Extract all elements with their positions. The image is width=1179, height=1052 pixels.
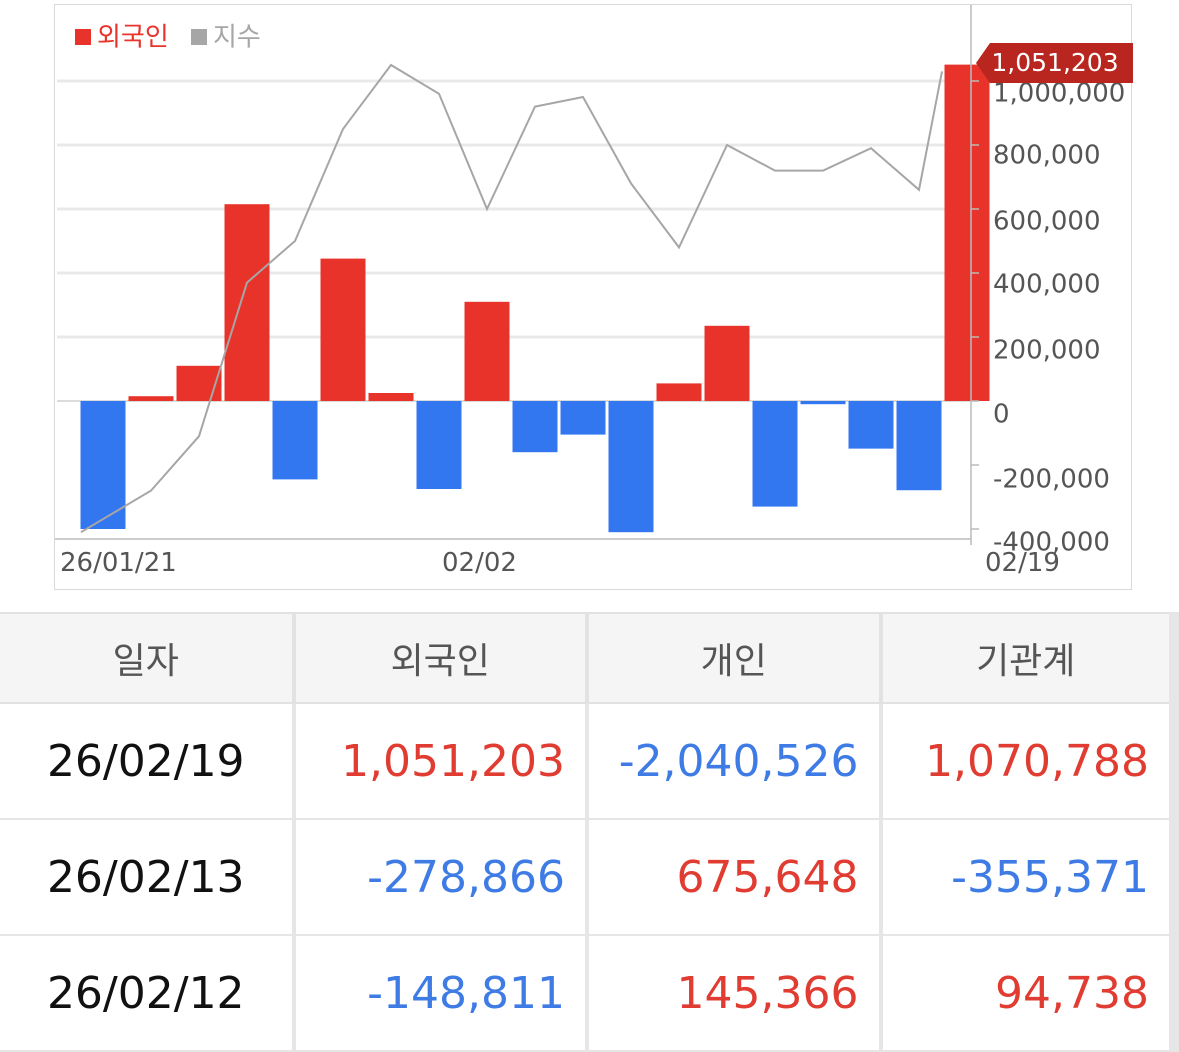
legend-swatch bbox=[75, 29, 91, 45]
bar bbox=[608, 401, 654, 533]
y-tick-label: 0 bbox=[993, 400, 1010, 430]
cell-foreign: -148,811 bbox=[293, 935, 589, 1052]
header-individual: 개인 bbox=[587, 612, 883, 704]
x-tick-label: 02/02 bbox=[442, 548, 517, 578]
legend-label: 외국인 bbox=[97, 23, 169, 53]
bar bbox=[896, 401, 942, 491]
cell-date: 26/02/13 bbox=[0, 819, 296, 936]
table-row[interactable]: 26/02/12 -148,811 145,366 94,738 bbox=[0, 935, 1179, 1052]
chart-canvas: 1,000,000 800,000 600,000 400,000 200,000 0 -2… bbox=[55, 5, 1133, 578]
x-tick-label: 26/01/21 bbox=[60, 548, 177, 578]
cell-foreign: 1,051,203 bbox=[293, 703, 589, 820]
header-institution: 기관계 bbox=[880, 612, 1179, 704]
header-date: 일자 bbox=[0, 612, 296, 704]
bar bbox=[704, 325, 750, 401]
y-tick-label: 800,000 bbox=[993, 141, 1101, 171]
bar bbox=[368, 393, 414, 401]
table-header-row: 일자 외국인 개인 기관계 bbox=[0, 612, 1179, 704]
bar bbox=[944, 64, 990, 401]
latest-value-callout bbox=[976, 43, 1133, 83]
chart-legend: 외국인 지수 bbox=[75, 23, 261, 53]
y-tick-label: 1,000,000 bbox=[993, 79, 1125, 109]
bar bbox=[752, 401, 798, 507]
bar bbox=[512, 401, 558, 453]
y-tick-label: 200,000 bbox=[993, 336, 1101, 366]
table-row[interactable]: 26/02/13 -278,866 675,648 -355,371 bbox=[0, 819, 1179, 936]
bar bbox=[464, 301, 510, 401]
header-foreign: 외국인 bbox=[293, 612, 589, 704]
y-tick-label: -200,000 bbox=[993, 465, 1110, 495]
x-tick-label: 02/19 bbox=[985, 548, 1060, 578]
bar bbox=[80, 401, 126, 529]
cell-individual: 145,366 bbox=[587, 935, 883, 1052]
y-tick-label: -400,000 bbox=[993, 528, 1110, 558]
bar bbox=[128, 396, 174, 401]
index-line bbox=[80, 63, 943, 534]
bar bbox=[800, 401, 846, 405]
bar bbox=[416, 401, 462, 489]
cell-institution: -355,371 bbox=[880, 819, 1179, 936]
bar bbox=[848, 401, 894, 449]
cell-date: 26/02/19 bbox=[0, 703, 296, 820]
cell-institution: 1,070,788 bbox=[880, 703, 1179, 820]
bar bbox=[560, 401, 606, 435]
cell-date: 26/02/12 bbox=[0, 935, 296, 1052]
cell-individual: 675,648 bbox=[587, 819, 883, 936]
bar bbox=[176, 365, 222, 401]
cell-foreign: -278,866 bbox=[293, 819, 589, 936]
investor-trading-table: 일자 외국인 개인 기관계 26/02/19 1,051,203 -2,040,… bbox=[0, 612, 1179, 1052]
bar bbox=[224, 204, 270, 401]
bar bbox=[272, 401, 318, 480]
cell-individual: -2,040,526 bbox=[587, 703, 883, 820]
foreign-investor-chart: 1,000,000 800,000 600,000 400,000 200,000 0 -2… bbox=[54, 4, 1133, 590]
legend-label: 지수 bbox=[213, 23, 261, 53]
bar bbox=[656, 383, 702, 401]
latest-value-label: 1,051,203 bbox=[991, 48, 1118, 77]
table-row[interactable]: 26/02/19 1,051,203 -2,040,526 1,070,788 bbox=[0, 703, 1179, 820]
legend-swatch bbox=[191, 29, 207, 45]
cell-institution: 94,738 bbox=[880, 935, 1179, 1052]
bar bbox=[320, 258, 366, 401]
y-tick-label: 400,000 bbox=[993, 270, 1101, 300]
y-tick-label: 600,000 bbox=[993, 207, 1101, 237]
